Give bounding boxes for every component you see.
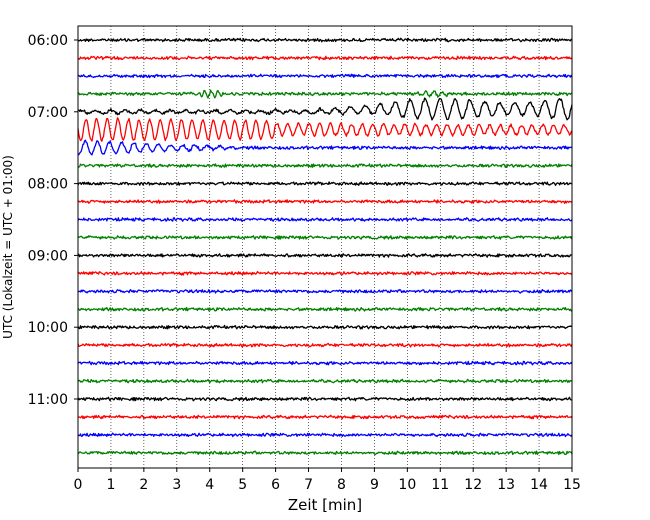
x-axis-label: Zeit [min] [288, 496, 362, 514]
seismic-trace [77, 360, 573, 366]
x-tick-label: 15 [563, 477, 581, 493]
seismic-trace [78, 55, 573, 61]
seismic-trace [77, 37, 573, 43]
y-axis-label: UTC (Lokalzeit = UTC + 01:00) [1, 155, 15, 339]
x-tick-label: 12 [464, 477, 482, 493]
seismic-trace [77, 432, 573, 438]
seismic-traces [77, 37, 573, 456]
seismic-trace [77, 139, 573, 156]
seismic-trace [77, 199, 573, 204]
y-axis-ticks: 06:00 07:00 08:00 09:00 10:00 11:00 [28, 33, 78, 408]
x-tick-label: 8 [337, 477, 346, 493]
seismic-trace [77, 181, 573, 187]
x-tick-label: 2 [139, 477, 148, 493]
seismic-trace [77, 235, 573, 240]
seismic-trace [77, 342, 573, 348]
seismic-trace [77, 288, 573, 294]
x-tick-label: 6 [271, 477, 280, 493]
y-tick-label: 07:00 [28, 105, 68, 121]
x-tick-label: 7 [304, 477, 313, 493]
x-tick-label: 4 [205, 477, 214, 493]
y-tick-label: 11:00 [28, 392, 68, 408]
x-axis-ticks: 0 1 2 3 4 5 6 7 8 9 10 11 12 13 14 15 [74, 468, 581, 493]
seismic-trace [77, 378, 573, 384]
seismic-trace [77, 270, 573, 276]
seismic-trace [77, 217, 573, 222]
seismic-trace [77, 89, 573, 99]
x-tick-label: 9 [370, 477, 379, 493]
y-tick-label: 06:00 [28, 33, 68, 49]
x-tick-label: 14 [530, 477, 548, 493]
seismic-trace [77, 450, 573, 456]
plot-frame [77, 25, 573, 469]
seismic-trace [77, 117, 573, 142]
x-tick-label: 3 [172, 477, 181, 493]
x-tick-label: 10 [398, 477, 416, 493]
seismic-trace [77, 324, 573, 330]
y-tick-label: 09:00 [28, 248, 68, 264]
y-tick-label: 08:00 [28, 177, 68, 193]
x-tick-label: 11 [431, 477, 449, 493]
x-tick-label: 13 [497, 477, 515, 493]
seismic-trace [77, 253, 573, 258]
seismic-trace [77, 414, 573, 420]
seismic-trace [77, 97, 573, 121]
seismic-trace [77, 306, 573, 312]
x-tick-label: 0 [74, 477, 83, 493]
seismic-trace [77, 73, 573, 79]
y-tick-label: 10:00 [28, 320, 68, 336]
seismic-trace [77, 163, 573, 168]
x-tick-label: 1 [106, 477, 115, 493]
seismic-trace [77, 396, 573, 402]
x-tick-label: 5 [238, 477, 247, 493]
